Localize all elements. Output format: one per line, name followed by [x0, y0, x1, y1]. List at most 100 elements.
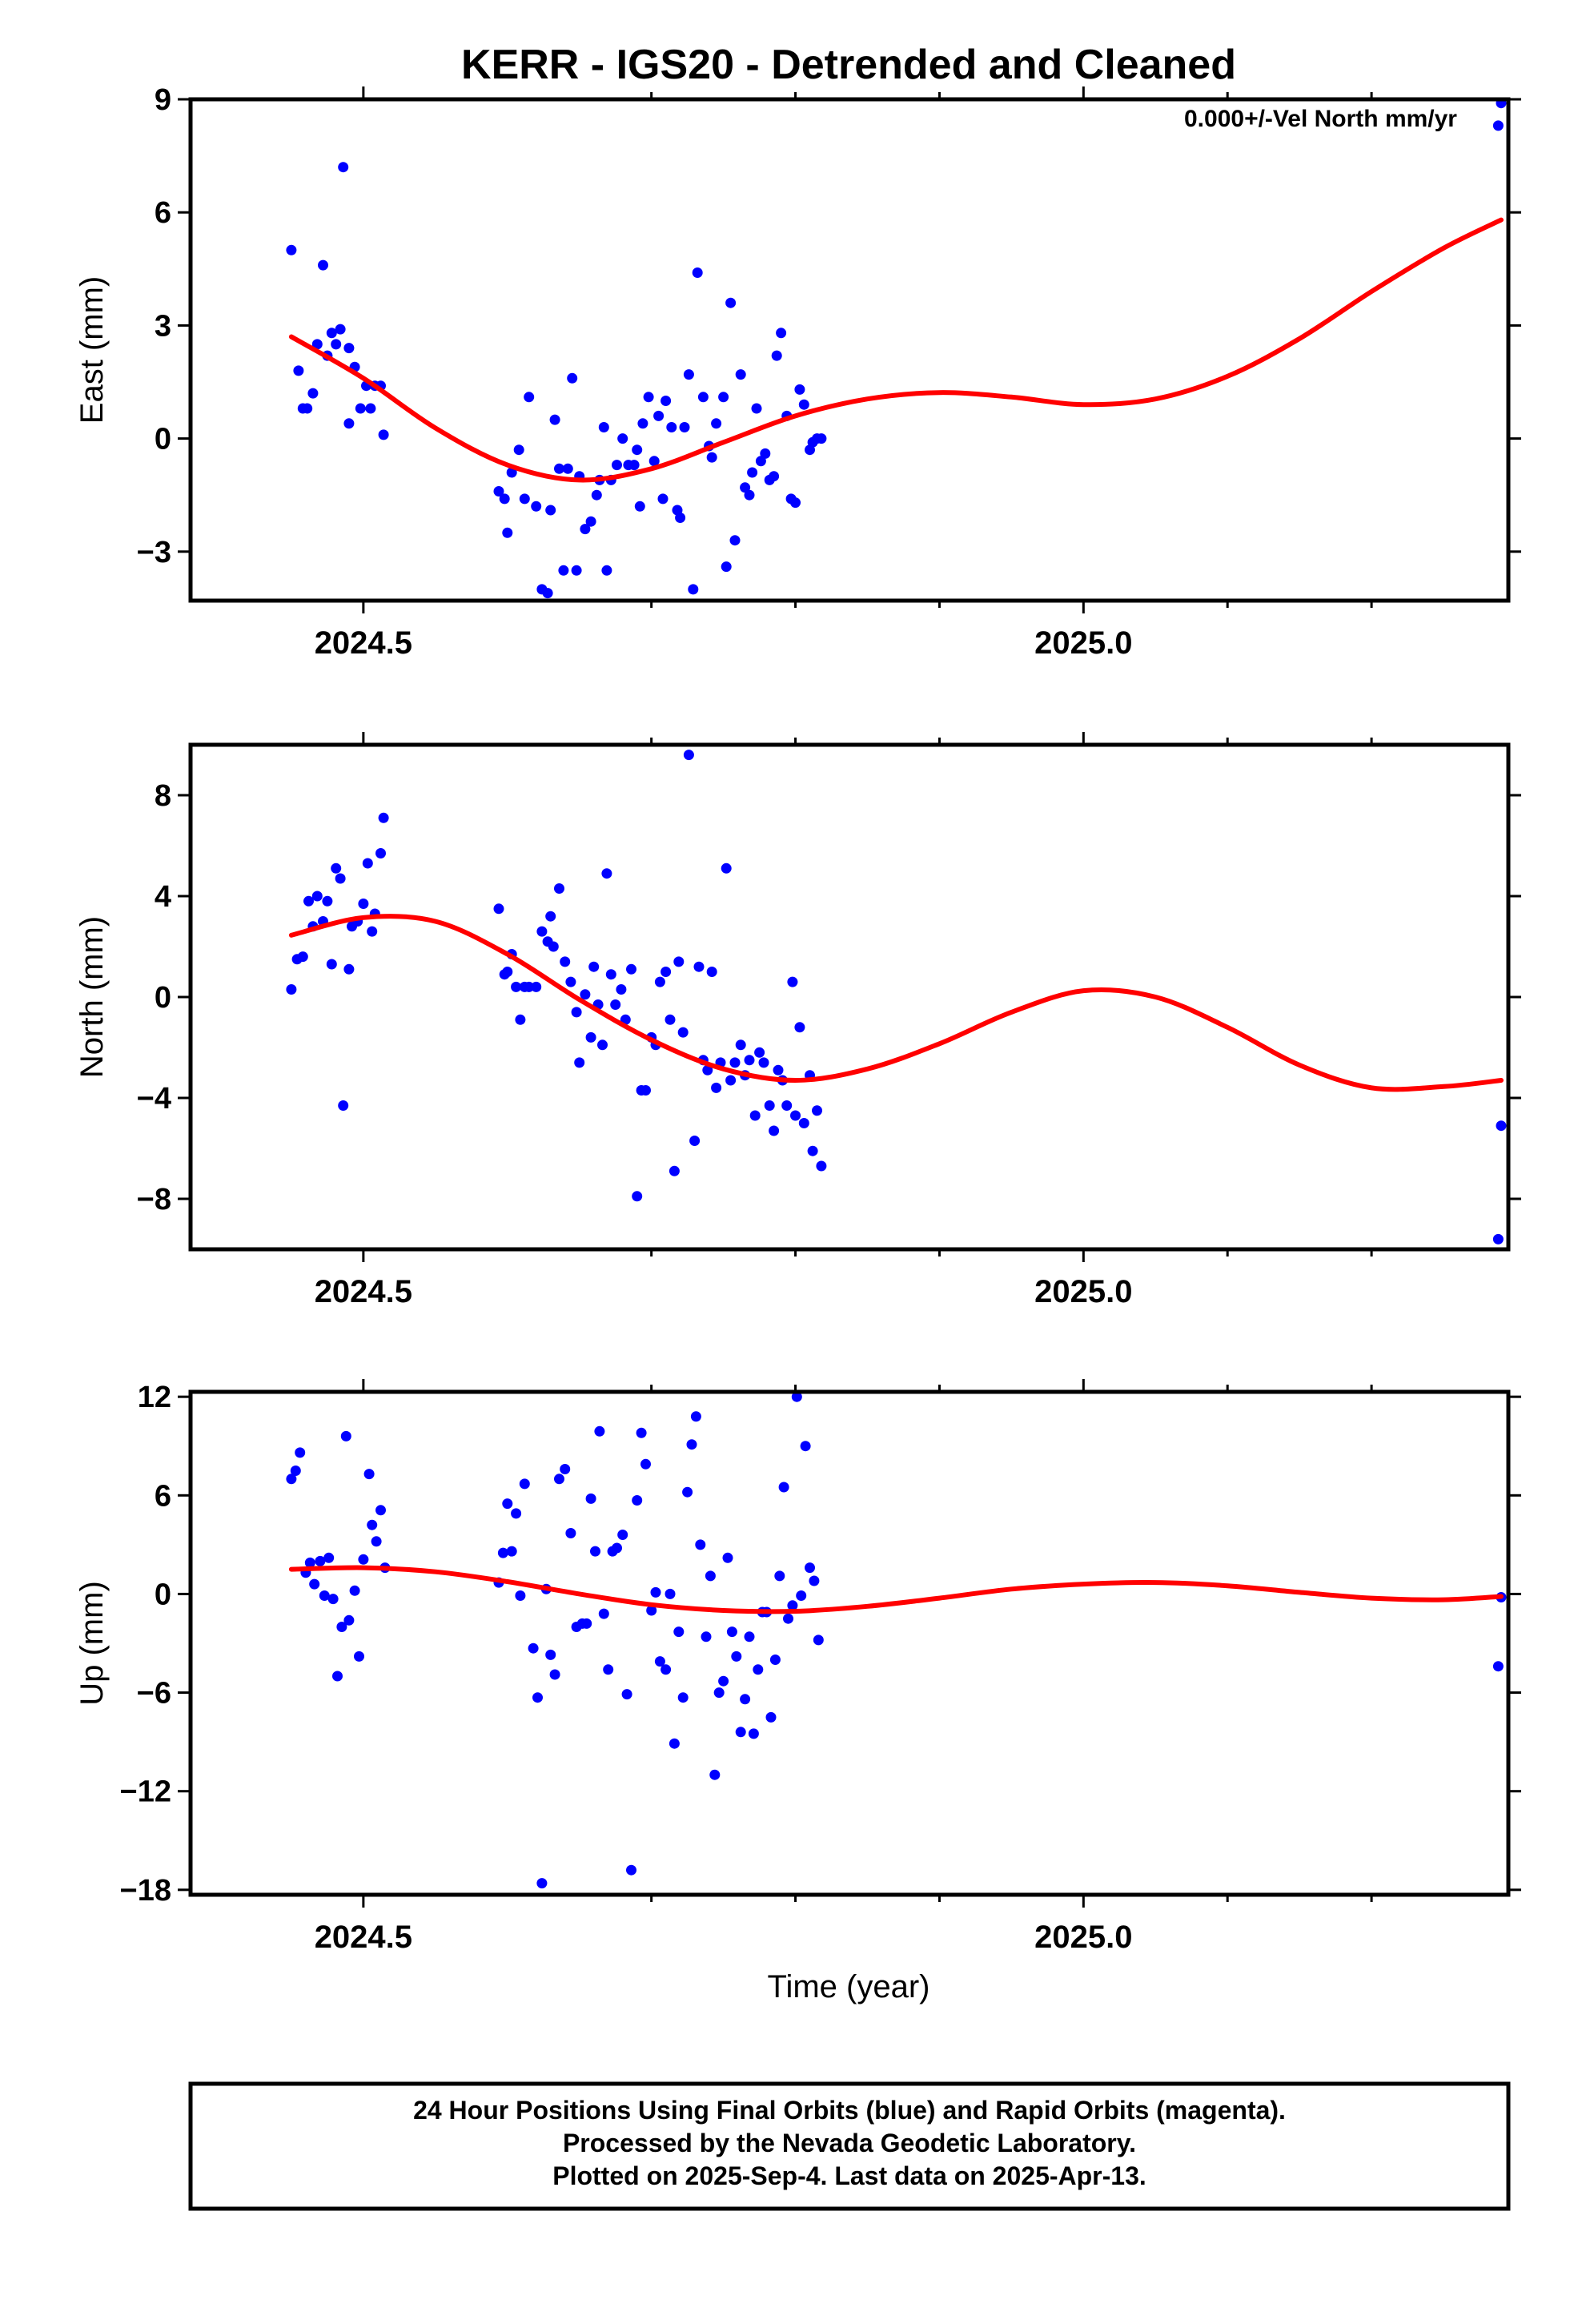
data-point — [682, 1486, 693, 1498]
data-point — [493, 903, 504, 915]
data-point — [632, 1191, 643, 1202]
data-point — [648, 456, 660, 467]
data-point — [497, 1547, 508, 1558]
data-point — [303, 895, 314, 907]
data-point — [528, 1642, 539, 1654]
y-tick-label: −12 — [120, 1775, 171, 1809]
data-point — [371, 1536, 382, 1547]
data-point — [754, 1047, 765, 1058]
data-point — [588, 961, 600, 972]
data-point — [286, 1474, 297, 1485]
data-point — [326, 959, 337, 970]
data-point — [367, 926, 378, 937]
data-point — [290, 1466, 301, 1476]
data-point — [764, 1100, 775, 1111]
y-tick-label: −8 — [137, 1183, 171, 1216]
x-axis-label: Time (year) — [768, 1969, 930, 2004]
data-point — [628, 460, 640, 471]
x-tick-label: 2025.0 — [1034, 1274, 1132, 1309]
data-point — [531, 981, 542, 992]
east-points — [286, 99, 1507, 599]
data-point — [585, 516, 596, 527]
footer-frame — [188, 2081, 1511, 2211]
data-point — [571, 565, 582, 576]
data-point — [580, 989, 591, 1000]
data-point — [753, 1664, 764, 1675]
up-points — [286, 1392, 1507, 1889]
up-frame — [188, 1389, 1511, 1897]
data-point — [755, 456, 766, 467]
data-point — [331, 862, 342, 874]
data-point — [665, 1588, 676, 1599]
x-tick-label: 2024.5 — [315, 625, 412, 661]
y-tick-label: 3 — [155, 309, 171, 343]
data-point — [378, 429, 389, 440]
north-panel: 8 4 0 −4 −8 2024.5 2025.0 North (mm) — [74, 732, 1521, 1309]
data-point — [327, 1594, 339, 1605]
data-point — [375, 848, 386, 858]
data-point — [311, 339, 323, 350]
data-point — [794, 1022, 805, 1033]
data-point — [765, 1711, 777, 1723]
data-point — [375, 1505, 386, 1516]
data-point — [653, 410, 665, 421]
data-point — [812, 1105, 822, 1116]
data-point — [293, 365, 304, 376]
data-point — [632, 1495, 643, 1506]
up-fit-curve — [288, 1565, 1504, 1614]
data-point — [378, 812, 389, 823]
data-point — [286, 984, 297, 995]
data-point — [1496, 99, 1507, 109]
data-point — [640, 1085, 651, 1096]
data-point — [560, 1464, 571, 1474]
data-point — [536, 926, 548, 937]
data-point — [706, 967, 717, 977]
data-point — [796, 1590, 807, 1601]
data-point — [735, 1039, 746, 1051]
data-point — [637, 418, 648, 429]
data-point — [302, 403, 313, 414]
east-frame — [188, 97, 1511, 603]
data-point — [771, 350, 782, 361]
data-point — [581, 1618, 592, 1629]
data-point — [326, 328, 337, 339]
data-point — [774, 1570, 785, 1582]
data-point — [769, 1125, 780, 1136]
data-point — [783, 1613, 793, 1624]
y-tick-label: 0 — [155, 423, 171, 456]
data-point — [554, 883, 564, 894]
data-point — [744, 489, 755, 501]
data-point — [621, 1689, 632, 1700]
data-point — [542, 588, 553, 599]
data-point — [295, 1447, 306, 1458]
data-point — [311, 891, 323, 902]
data-point — [705, 1570, 716, 1582]
data-point — [661, 967, 672, 977]
velocity-annotation: 0.000+/-Vel North mm/yr — [1184, 106, 1457, 132]
data-point — [702, 1064, 713, 1076]
data-point — [800, 1441, 811, 1452]
data-point — [558, 565, 569, 576]
data-point — [590, 1546, 600, 1557]
data-point — [358, 899, 369, 909]
footer-box: 24 Hour Positions Using Final Orbits (bl… — [188, 2081, 1511, 2211]
y-tick-label: −4 — [137, 1082, 171, 1116]
data-point — [654, 1656, 665, 1667]
data-point — [677, 1692, 689, 1703]
data-point — [574, 1057, 585, 1068]
data-point — [560, 956, 571, 967]
y-axis-label: Up (mm) — [74, 1581, 110, 1706]
y-tick-label: 0 — [155, 1578, 171, 1611]
data-point — [721, 862, 732, 874]
up-panel: 12 6 0 −6 −12 −18 2024.5 2025.0 Up (mm) — [74, 1379, 1521, 1955]
data-point — [532, 1692, 543, 1703]
data-point — [807, 1145, 818, 1156]
data-point — [322, 895, 333, 907]
data-point — [580, 524, 591, 535]
data-point — [809, 1575, 820, 1586]
data-point — [722, 1552, 733, 1563]
y-tick-label: 9 — [155, 83, 171, 117]
data-point — [748, 1728, 759, 1739]
data-point — [677, 1027, 689, 1038]
